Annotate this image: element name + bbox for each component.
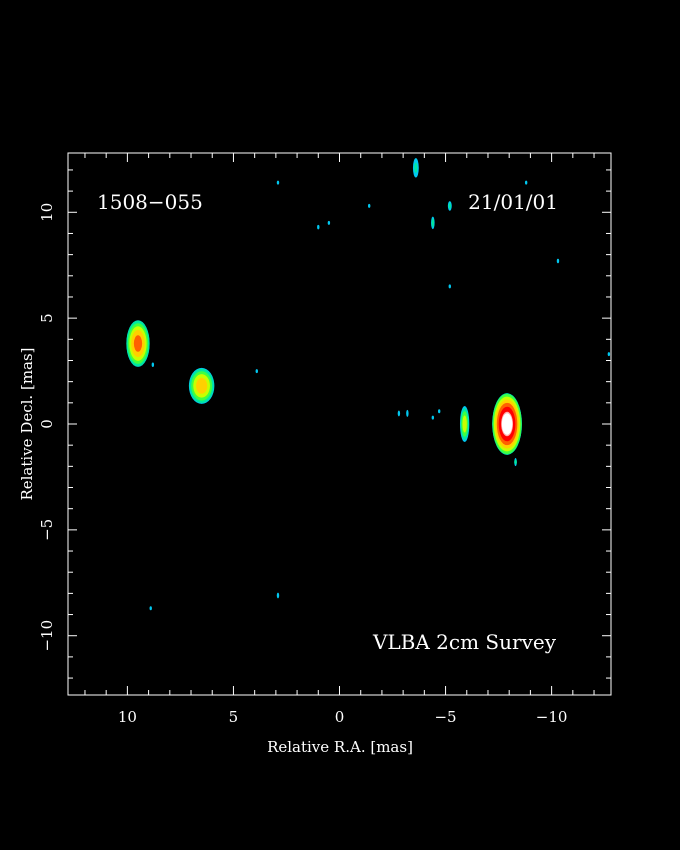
contour-level: [607, 352, 611, 357]
source-component: [276, 180, 280, 185]
source-component: [188, 367, 215, 404]
source-component: [448, 284, 451, 289]
x-tick-labels: 10 5 0 −5 −10: [118, 708, 568, 726]
y-tick-label: −5: [38, 519, 56, 541]
y-tick-label: 10: [38, 203, 56, 222]
contour-level: [431, 415, 435, 420]
contour-level: [276, 592, 280, 599]
contour-level: [255, 369, 258, 374]
contour-level: [367, 203, 371, 208]
contour-level: [406, 409, 409, 417]
contour-level: [514, 459, 517, 465]
contour-level: [414, 162, 418, 174]
contour-level: [151, 362, 155, 367]
y-tick-label: 5: [38, 313, 56, 323]
contour-level: [276, 180, 280, 185]
source-component: [255, 369, 258, 374]
source-component: [151, 362, 155, 367]
source-component: [556, 258, 560, 264]
source-component: [459, 406, 470, 442]
contour-level: [196, 377, 208, 394]
source-component: [447, 201, 452, 211]
x-axis-label: Relative R.A. [mas]: [267, 738, 413, 756]
source-component: [412, 158, 419, 178]
contour-level: [556, 258, 560, 264]
y-tick-label: 0: [38, 419, 56, 429]
source-component: [607, 352, 611, 357]
x-tick-label: 0: [335, 708, 345, 726]
contour-level: [431, 218, 435, 228]
x-tick-label: 10: [118, 708, 137, 726]
source-component: [397, 410, 401, 417]
contour-level: [448, 284, 451, 289]
survey-label: VLBA 2cm Survey: [372, 630, 557, 654]
x-tick-label: 5: [229, 708, 239, 726]
source-component: [317, 224, 320, 230]
x-tick-label: −5: [434, 708, 456, 726]
contour-level: [437, 409, 441, 414]
contour-level: [317, 224, 320, 230]
source-name-label: 1508−055: [97, 190, 203, 214]
epoch-label: 21/01/01: [468, 190, 558, 214]
axis-ticks: [68, 153, 611, 695]
source-component: [276, 592, 280, 599]
source-component: [492, 393, 522, 455]
contour-level: [149, 606, 152, 611]
contour-level: [501, 413, 513, 435]
source-component: [431, 415, 435, 420]
contour-level: [133, 335, 143, 352]
source-component: [149, 606, 152, 611]
contour-level: [448, 203, 451, 209]
y-axis-label: Relative Decl. [mas]: [18, 347, 36, 500]
contour-level: [462, 415, 467, 433]
x-tick-label: −10: [536, 708, 568, 726]
y-tick-labels: 10 5 0 −5 −10: [38, 203, 56, 652]
contour-level: [397, 410, 401, 417]
source-component: [514, 458, 517, 467]
source-component: [367, 203, 371, 208]
y-tick-label: −10: [38, 620, 56, 652]
source-component: [327, 220, 331, 225]
source-component: [437, 409, 441, 414]
source-component: [126, 320, 150, 367]
intensity-map: [126, 158, 611, 611]
source-component: [524, 180, 528, 185]
source-component: [406, 409, 409, 417]
source-component: [431, 216, 435, 230]
contour-level: [327, 220, 331, 225]
contour-level: [524, 180, 528, 185]
